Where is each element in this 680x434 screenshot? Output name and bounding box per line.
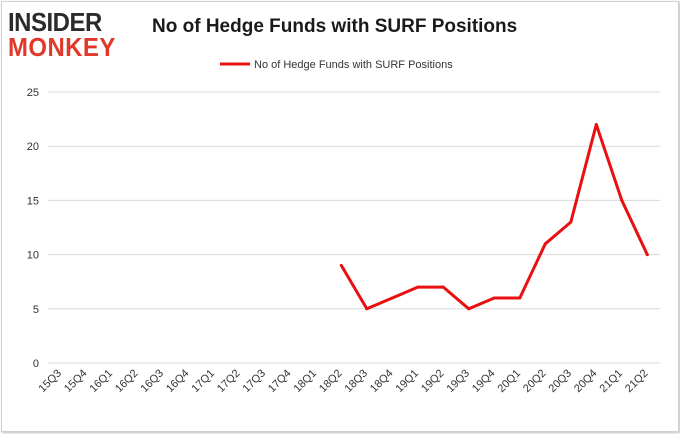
x-tick-label: 20Q1: [496, 367, 524, 395]
data-point: [441, 285, 445, 289]
x-tick-label: 21Q1: [598, 367, 626, 395]
data-point: [390, 296, 394, 300]
x-tick-label: 16Q3: [139, 367, 167, 395]
x-tick-label: 19Q3: [445, 367, 473, 395]
logo-bottom-text: MONKEY: [8, 32, 116, 62]
y-tick-label: 0: [33, 358, 39, 370]
x-tick-label: 17Q3: [241, 367, 269, 395]
logo-top-text: INSIDER: [8, 7, 102, 37]
series-line-0: [339, 123, 649, 311]
x-tick-label: 18Q2: [317, 367, 345, 395]
x-tick-label: 18Q4: [368, 367, 396, 395]
x-tick-label: 19Q1: [394, 367, 422, 395]
data-point: [492, 296, 496, 300]
x-tick-label: 20Q4: [572, 367, 600, 395]
data-point: [467, 307, 471, 311]
legend: No of Hedge Funds with SURF Positions: [220, 59, 453, 71]
x-axis-ticks: 15Q315Q416Q116Q216Q316Q417Q117Q217Q317Q4…: [37, 367, 651, 395]
y-tick-label: 20: [27, 141, 39, 153]
x-tick-label: 20Q3: [547, 367, 575, 395]
data-point: [416, 285, 420, 289]
x-tick-label: 19Q2: [419, 367, 447, 395]
x-tick-label: 17Q2: [215, 367, 243, 395]
chart-title: No of Hedge Funds with SURF Positions: [152, 16, 518, 37]
x-tick-label: 16Q2: [113, 367, 141, 395]
y-tick-label: 10: [27, 250, 39, 262]
x-tick-label: 20Q2: [521, 367, 549, 395]
x-tick-label: 18Q1: [292, 367, 320, 395]
grid-lines: [48, 91, 660, 364]
x-tick-label: 21Q2: [623, 367, 651, 395]
x-tick-label: 15Q3: [37, 367, 65, 395]
x-tick-label: 19Q4: [470, 367, 498, 395]
y-axis-ticks: 0 5 10 15 20 25: [27, 87, 39, 370]
x-tick-label: 16Q1: [88, 367, 116, 395]
x-tick-label: 15Q4: [62, 367, 90, 395]
x-tick-label: 17Q1: [190, 367, 218, 395]
y-tick-label: 15: [27, 195, 39, 207]
data-point: [645, 253, 649, 257]
data-point: [365, 307, 369, 311]
data-point: [569, 220, 573, 224]
x-tick-label: 18Q3: [343, 367, 371, 395]
data-point: [620, 198, 624, 202]
x-tick-label: 16Q4: [164, 367, 192, 395]
y-tick-label: 5: [33, 304, 39, 316]
data-point: [518, 296, 522, 300]
data-point: [594, 123, 598, 127]
insider-monkey-logo: INSIDER MONKEY: [8, 8, 132, 60]
x-tick-label: 17Q4: [266, 367, 294, 395]
data-point: [543, 242, 547, 246]
y-tick-label: 25: [27, 87, 39, 99]
data-point: [339, 263, 343, 267]
legend-label: No of Hedge Funds with SURF Positions: [254, 59, 453, 71]
series-layer: [339, 123, 649, 311]
